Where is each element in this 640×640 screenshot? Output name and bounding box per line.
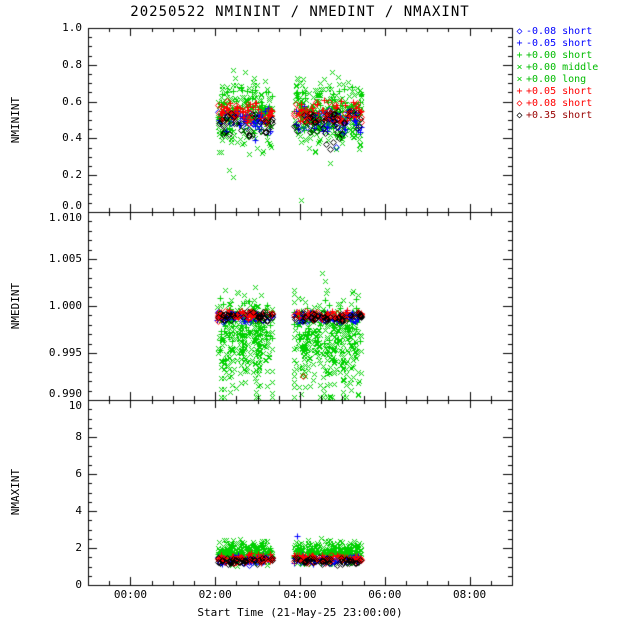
x-axis-label: Start Time (21-May-25 23:00:00) — [197, 606, 403, 619]
x-tick-label: 08:00 — [453, 588, 487, 601]
legend-label: +0.05 short — [526, 86, 593, 97]
legend-item: + +0.05 short — [513, 86, 598, 98]
y-tick-label: 0.2 — [62, 168, 82, 182]
legend-item: ◇ -0.08 short — [513, 26, 598, 38]
y-tick-label: 4 — [75, 504, 82, 517]
legend-label: +0.00 short — [526, 50, 593, 61]
y-tick-label: 0.6 — [62, 94, 82, 108]
legend-label: +0.00 long — [526, 74, 587, 85]
diamond-symbol-icon: ◇ — [516, 98, 523, 109]
y-tick-label: 6 — [75, 467, 82, 480]
diamond-symbol-icon: ◇ — [516, 26, 523, 37]
y-tick-label: 0.995 — [48, 346, 82, 359]
legend-label: +0.00 middle — [526, 62, 599, 73]
legend-label: +0.35 short — [526, 110, 593, 121]
y-axis-label-nmaxint: NMAXINT — [9, 468, 22, 516]
y-tick-label: 1.010 — [48, 211, 82, 224]
legend-item: ◇ +0.35 short — [513, 110, 598, 122]
legend-item: × +0.00 long — [513, 74, 598, 86]
legend-label: -0.05 short — [526, 38, 593, 49]
plus-symbol-icon: + — [516, 50, 523, 61]
y-tick-label: 0.4 — [62, 131, 82, 145]
y-axis-label-nmedint: NMEDINT — [9, 282, 22, 330]
y-tick-label: 2 — [75, 541, 82, 554]
plus-symbol-icon: + — [516, 38, 523, 49]
cross-symbol-icon: × — [516, 62, 523, 73]
x-tick-label: 02:00 — [198, 588, 232, 601]
y-tick-label: 8 — [75, 430, 82, 443]
y-tick-label: 1.000 — [48, 299, 82, 312]
legend-item: × +0.00 middle — [513, 62, 598, 74]
legend-label: +0.08 short — [526, 98, 593, 109]
y-tick-label: 0.8 — [62, 57, 82, 71]
y-tick-label: 0.0 — [62, 199, 82, 212]
y-tick-label: 1.005 — [48, 252, 82, 265]
x-tick-label: 04:00 — [283, 588, 317, 601]
y-tick-label: 1.0 — [62, 21, 82, 34]
plus-symbol-icon: + — [516, 86, 523, 97]
legend-item: ◇ +0.08 short — [513, 98, 598, 110]
x-tick-label: 00:00 — [113, 588, 147, 601]
cross-symbol-icon: × — [516, 74, 523, 85]
y-tick-label: 0 — [75, 578, 82, 591]
y-tick-label: 0.990 — [48, 387, 82, 400]
y-tick-label: 10 — [68, 399, 82, 412]
x-tick-label: 06:00 — [368, 588, 402, 601]
legend-item: + -0.05 short — [513, 38, 598, 50]
y-axis-label-nminint: NMININT — [9, 96, 22, 144]
legend: ◇ -0.08 short + -0.05 short + +0.00 short × +0.… — [513, 26, 598, 122]
chart-title: 20250522 NMININT / NMEDINT / NMAXINT — [130, 4, 470, 20]
legend-label: -0.08 short — [526, 26, 593, 37]
diamond-symbol-icon: ◇ — [516, 110, 523, 121]
legend-item: + +0.00 short — [513, 50, 598, 62]
